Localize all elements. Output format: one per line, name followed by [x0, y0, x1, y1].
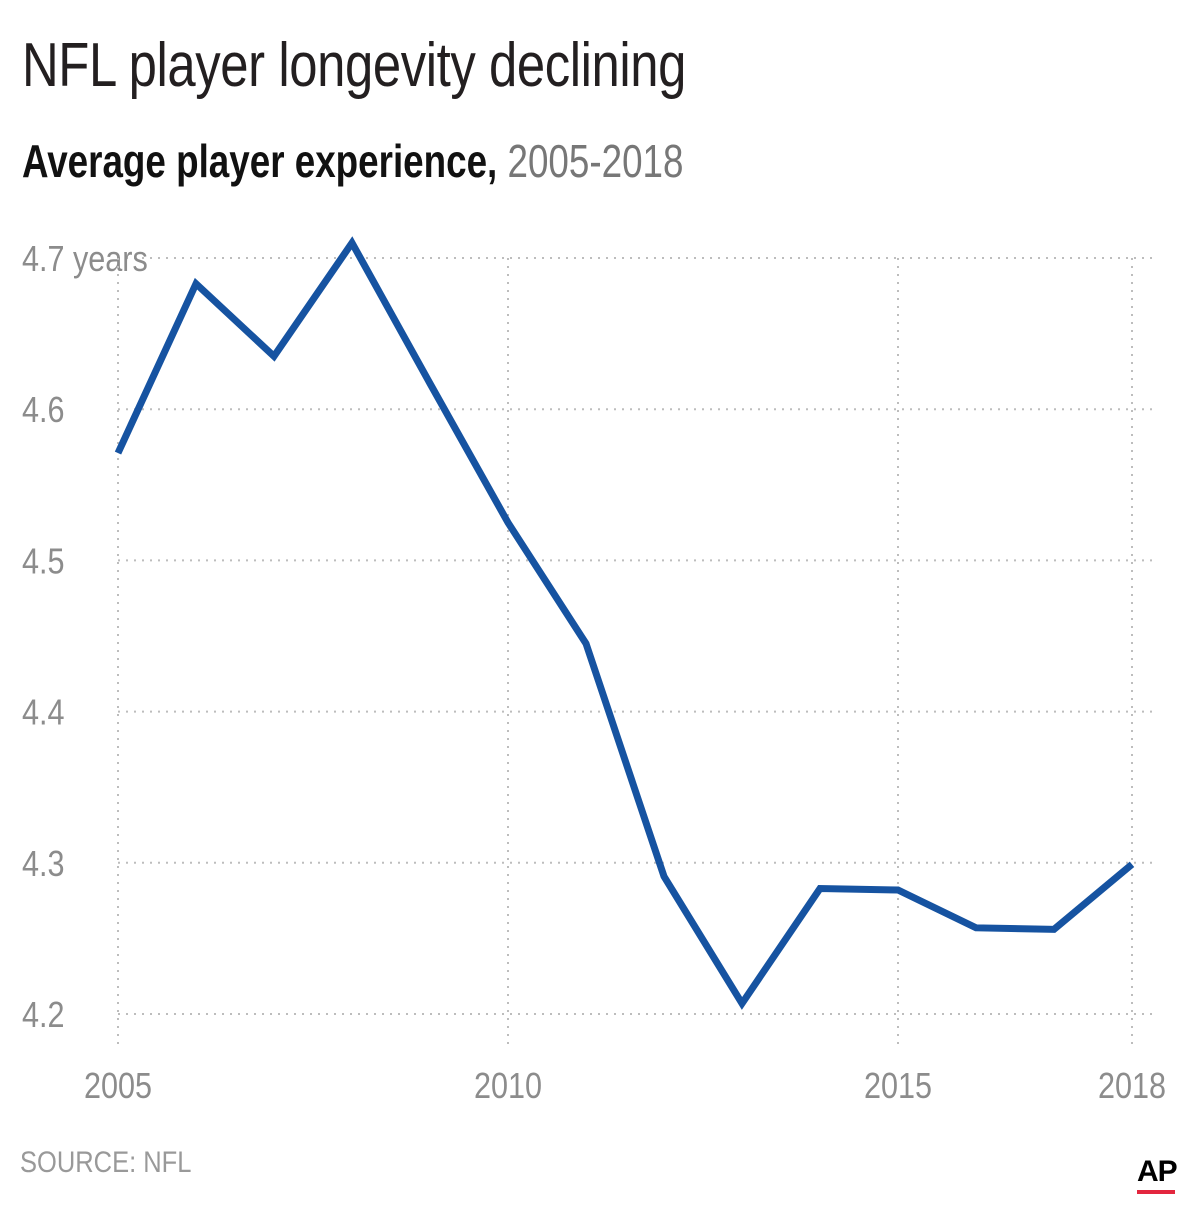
ap-logo-underline: [1137, 1190, 1175, 1194]
subtitle-range: 2005-2018: [507, 135, 684, 187]
y-tick-label: 4.7 years: [22, 240, 148, 280]
x-tick-label: 2018: [1098, 1067, 1166, 1107]
x-tick-label: 2010: [474, 1067, 542, 1107]
y-tick-label: 4.3: [22, 845, 65, 885]
source-note: SOURCE: NFL: [20, 1146, 192, 1179]
y-tick-label: 4.4: [22, 693, 65, 733]
chart-title: NFL player longevity declining: [22, 31, 687, 100]
subtitle-bold: Average player experience,: [22, 135, 498, 187]
x-tick-label: 2015: [864, 1067, 932, 1107]
y-tick-label: 4.6: [22, 391, 65, 431]
chart-subtitle: Average player experience, 2005-2018: [22, 134, 683, 188]
y-tick-label: 4.5: [22, 542, 65, 582]
x-tick-label: 2005: [84, 1067, 152, 1107]
ap-logo: AP: [1137, 1155, 1178, 1188]
series-line: [114, 236, 1135, 1010]
y-tick-label: 4.2: [22, 996, 65, 1036]
